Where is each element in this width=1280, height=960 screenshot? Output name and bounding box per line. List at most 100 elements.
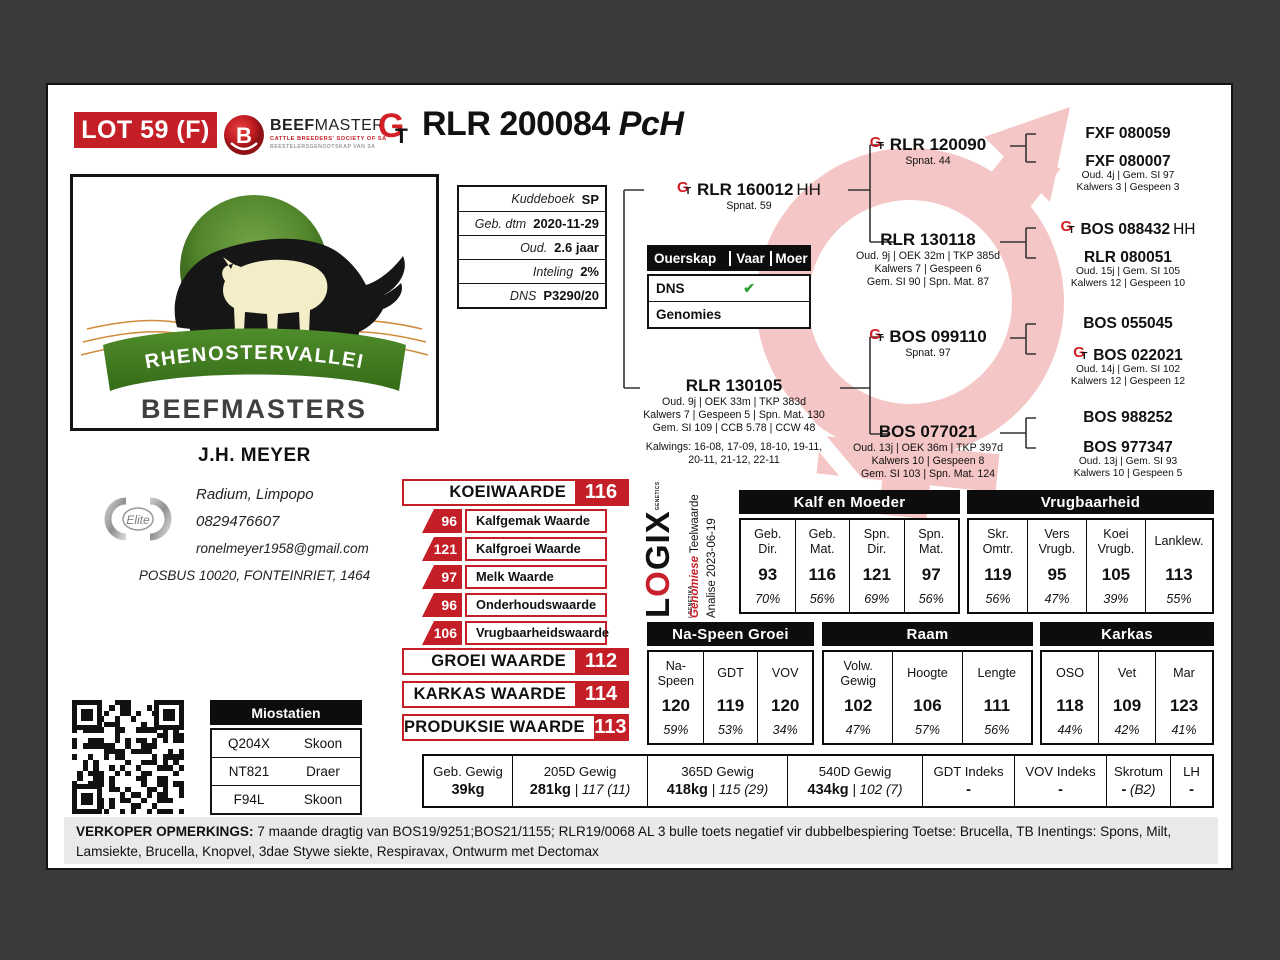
waarde-row: 121 Kalfgroei Waarde xyxy=(422,537,607,561)
breeder-email: ronelmeyer1958@gmail.com xyxy=(196,541,369,556)
miostatien-row: F94L Skoon xyxy=(212,785,360,813)
miostatien-row: Q204X Skoon xyxy=(227,736,343,751)
kud-value: P3290/20 xyxy=(543,288,599,303)
pedigree-node-dd: BOS 077021 Oud. 13j | OEK 36m | TKP 397d… xyxy=(853,422,1003,480)
kuddeboek-row: Inteling 2% xyxy=(459,259,605,283)
kuddeboek-row: DNS P3290/20 xyxy=(459,283,605,307)
kuddeboek-row: Oud. 2.6 jaar xyxy=(459,235,605,259)
ebv-cell: Lanklew. 113 55% xyxy=(1144,520,1212,612)
waarde-label: Onderhoudswaarde xyxy=(465,593,607,617)
breeder-phone: 0829476607 xyxy=(196,513,280,530)
ebv-cell: Spn. Dir. 121 69% xyxy=(849,520,904,612)
weight-cell: 205D Gewig 281kg | 117 (11) xyxy=(512,756,647,806)
pedigree-node-sss: FXF 080059 xyxy=(1085,125,1171,142)
ebv-cell: Vet 109 42% xyxy=(1098,652,1155,743)
ebv-cell: OSO 118 44% xyxy=(1056,666,1084,737)
ebv-body-naspeen: Na- Speen 120 59% GDT 119 53% VOV 120 34% xyxy=(647,650,814,745)
miostatien-row: NT821 Draer xyxy=(212,757,360,785)
kud-label: DNS xyxy=(509,288,537,303)
pedigree-node-ssd: FXF 080007 Oud. 4j | Gem. SI 97 Kalwers … xyxy=(1076,153,1180,194)
ebv-cell: Geb. Mat. 116 56% xyxy=(794,520,850,612)
kud-value: 2% xyxy=(580,264,599,279)
farm-name-bottom: BEEFMASTERS xyxy=(141,394,367,424)
breeder-contact: Radium, Limpopo 0829476607 ronelmeyer195… xyxy=(196,481,369,562)
pedigree-node-dsd: G T BOS 022021 Oud. 14j | Gem. SI 102 Kalw… xyxy=(1070,344,1186,388)
ebv-body-karkas: OSO 118 44% Vet 109 42% Mar 123 41% xyxy=(1040,650,1214,745)
ouerskap-row: Genomies xyxy=(649,301,809,327)
groei-value: 112 xyxy=(575,650,627,673)
animal-id: RLR 200084 xyxy=(422,105,610,143)
qr-code xyxy=(72,700,184,814)
logix-analysis-line1: Genomiese Teelwaarde xyxy=(689,494,701,618)
ouerskap-col: Moer xyxy=(770,250,811,266)
waarde-tag: 96 xyxy=(422,593,462,617)
ebv-cell: Spn. Mat. 97 56% xyxy=(903,520,959,612)
ebv-cell: Skr. Omtr. 119 56% xyxy=(982,527,1014,606)
qr-finder xyxy=(154,700,184,730)
beefmaster-logo-text: BEEFMASTER CATTLE BREEDERS' SOCIETY OF S… xyxy=(270,117,387,150)
miostatien-table: Miostatien Q204X Skoon NT821 Draer F94L Sko… xyxy=(210,700,362,815)
ebv-body-raam: Volw. Gewig 102 47% Hoogte 106 57% Lengte 111 5… xyxy=(822,650,1033,745)
waarde-tag: 121 xyxy=(422,537,462,561)
karkas-value: 114 xyxy=(575,683,627,706)
kud-value: 2020-11-29 xyxy=(533,216,599,231)
check-icon: ✔ xyxy=(743,280,755,296)
waarde-row: 97 Melk Waarde xyxy=(422,565,607,589)
weight-cell: GDT Indeks - xyxy=(922,756,1014,806)
waarde-label: Kalfgroei Waarde xyxy=(465,537,607,561)
beefmaster-logo-icon: B xyxy=(224,115,264,155)
kud-label: Inteling xyxy=(532,264,574,279)
cattle-silhouette xyxy=(222,257,328,333)
weight-cell: 365D Gewig 418kg | 115 (29) xyxy=(647,756,787,806)
pedigree-node-sire: G T RLR 160012 HH Spnat. 59 xyxy=(677,179,821,212)
koeiwaarde-value: 116 xyxy=(575,481,627,504)
ebv-group-header-karkas: Karkas xyxy=(1040,622,1214,646)
waarde-row: 106 Vrugbaarheidswaarde xyxy=(422,621,609,645)
ouerskap-col: Vaar xyxy=(729,250,770,266)
produksie-value: 113 xyxy=(593,716,627,739)
ouerskap-col: Ouerskap xyxy=(654,250,717,266)
farm-logo-box: RHENOSTERVALLEI BEEFMASTERS xyxy=(70,174,439,431)
ouerskap-row: DNS ✔ xyxy=(649,276,809,301)
kud-value: SP xyxy=(581,191,599,207)
qr-finder xyxy=(72,700,102,730)
svg-text:B: B xyxy=(236,123,252,148)
pedigree-node-ds: G T BOS 099110 Spnat. 97 xyxy=(869,326,987,359)
weight-cell: Geb. Gewig 39kg xyxy=(433,764,503,798)
weights-table: Geb. Gewig 39kg 205D Gewig 281kg | 117 (11… xyxy=(422,754,1214,808)
ebv-cell: GDT 119 53% xyxy=(702,652,758,743)
koeiwaarde-banner: KOEIWAARDE 116 xyxy=(402,479,629,506)
waarde-tag: 96 xyxy=(422,509,462,533)
weight-cell: LH - xyxy=(1170,756,1212,806)
ouerskap-header: Ouerskap Vaar Moer xyxy=(647,245,811,271)
ouerskap-label: Genomies xyxy=(656,307,722,322)
waarde-tag: 97 xyxy=(422,565,462,589)
pedigree-brackets xyxy=(623,133,1036,449)
ebv-cell: Vers Vrugb. 95 47% xyxy=(1026,520,1086,612)
breeder-name: J.H. MEYER xyxy=(198,445,311,466)
page-title: RLR 200084 PcH xyxy=(422,105,684,144)
pedigree-node-sds: G T BOS 088432 HH xyxy=(1060,218,1196,238)
farm-logo: RHENOSTERVALLEI BEEFMASTERS xyxy=(80,195,429,424)
weight-cell: Skrotum - (B2) xyxy=(1106,756,1170,806)
logix-analysis-line2: Analise 2023-06-19 xyxy=(706,518,718,618)
pedigree-node-sdd: RLR 080051 Oud. 15j | Gem. SI 105 Kalwer… xyxy=(1070,249,1186,290)
ebv-body-kalf-en-moeder: Geb. Dir. 93 70% Geb. Mat. 116 56% Spn. Dir. 121… xyxy=(739,518,960,614)
ouerskap-table: Ouerskap Vaar Moer DNS ✔ Genomies xyxy=(647,245,811,329)
pedigree-node-ss: G T RLR 120090 Spnat. 44 xyxy=(869,134,987,167)
ebv-group-header-kalf-en-moeder: Kalf en Moeder xyxy=(739,490,960,514)
ebv-cell: Na- Speen 120 59% xyxy=(657,659,695,737)
kuddeboek-row: Kuddeboek SP xyxy=(459,187,605,211)
platinum-elite-emblem: Elite xyxy=(104,497,172,541)
animal-suffix: PcH xyxy=(618,105,684,143)
waarde-label: Kalfgemak Waarde xyxy=(465,509,607,533)
koeiwaarde-label: KOEIWAARDE xyxy=(449,483,566,501)
kud-label: Oud. xyxy=(520,240,548,255)
